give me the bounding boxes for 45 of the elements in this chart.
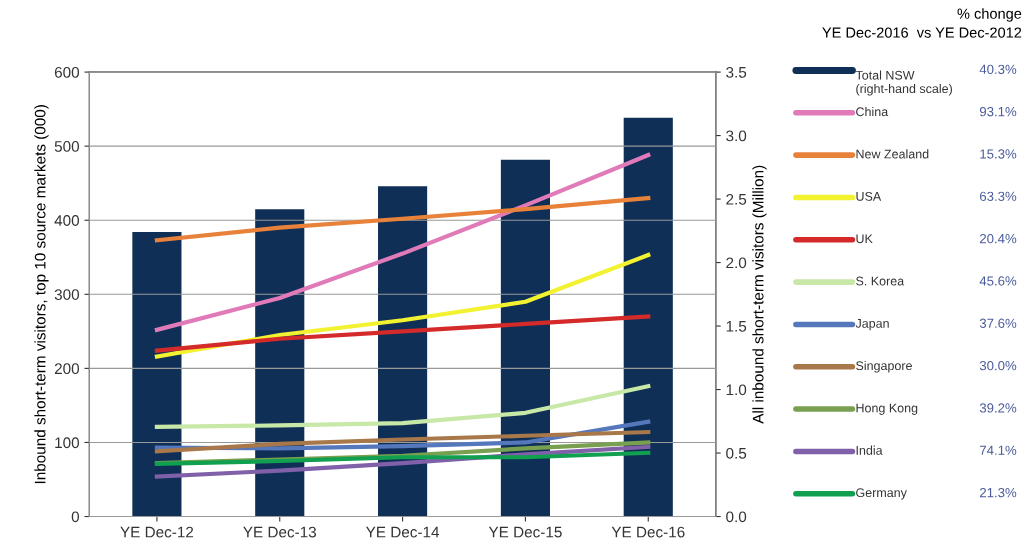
y2-tick-label: 2.0 [726, 257, 747, 269]
text: 39.2% [979, 403, 1017, 413]
y2-tick-label: 0.5 [726, 447, 747, 459]
legend-label: S. Korea [856, 276, 905, 286]
text: 37.6% [979, 318, 1017, 328]
y-tick-label: 300 [54, 289, 80, 300]
legend-label: Total NSW (right-hand scale) [855, 70, 952, 96]
text: 93.1% [979, 106, 1017, 117]
x-tick-label: YE Dec-12 [120, 526, 194, 538]
text: 20.4% [979, 233, 1017, 244]
text: 15.3% [980, 149, 1017, 159]
legend-label: USA [856, 191, 882, 201]
legend-label: Singapore [856, 360, 912, 373]
y-axis-title: Inbound short-term visitors, top 10 source markets (000) [34, 105, 49, 484]
legend-label: Germany [856, 488, 907, 500]
y-tick-label: 200 [54, 363, 80, 375]
text: 30.0% [979, 360, 1017, 371]
text: 74.1% [980, 445, 1017, 455]
y2-tick-label: 2.5 [726, 193, 747, 205]
text: 40.3% [979, 64, 1017, 74]
x-tick-label: YE Dec-13 [243, 526, 317, 538]
y2-tick-label: 3.5 [726, 66, 747, 78]
y2-tick-label: 1.0 [726, 384, 747, 396]
y-tick-label: 400 [54, 215, 80, 226]
y2-tick-label: 3.0 [726, 130, 747, 142]
legend-label: Japan [855, 319, 889, 331]
legend-label: UK [856, 234, 873, 244]
y-tick-label: 500 [54, 141, 80, 152]
legend-label: New Zealand [856, 149, 929, 159]
x-tick-label: YE Dec-14 [365, 526, 440, 538]
text: 63.3% [979, 191, 1017, 201]
x-tick-label: YE Dec-16 [611, 526, 685, 538]
y2-axis-title: All inbound short-term visitors (Million) [752, 165, 767, 424]
text: 21.3% [979, 487, 1017, 498]
legend-label: India [856, 445, 883, 455]
y-tick-label: 600 [54, 66, 80, 78]
y2-tick-label: 0.0 [726, 511, 747, 523]
x-tick-label: YE Dec-15 [488, 526, 562, 538]
y2-tick-label: 1.5 [726, 321, 747, 332]
legend-label: China [856, 106, 889, 117]
y-tick-label: 100 [55, 437, 80, 449]
text: 45.6% [979, 276, 1017, 286]
legend-title: % chonge YE Dec-2016 vs YE Dec-2012 [822, 8, 1022, 38]
legend-label: Hong Kong [856, 403, 918, 415]
y-tick-label: 0 [71, 511, 80, 523]
